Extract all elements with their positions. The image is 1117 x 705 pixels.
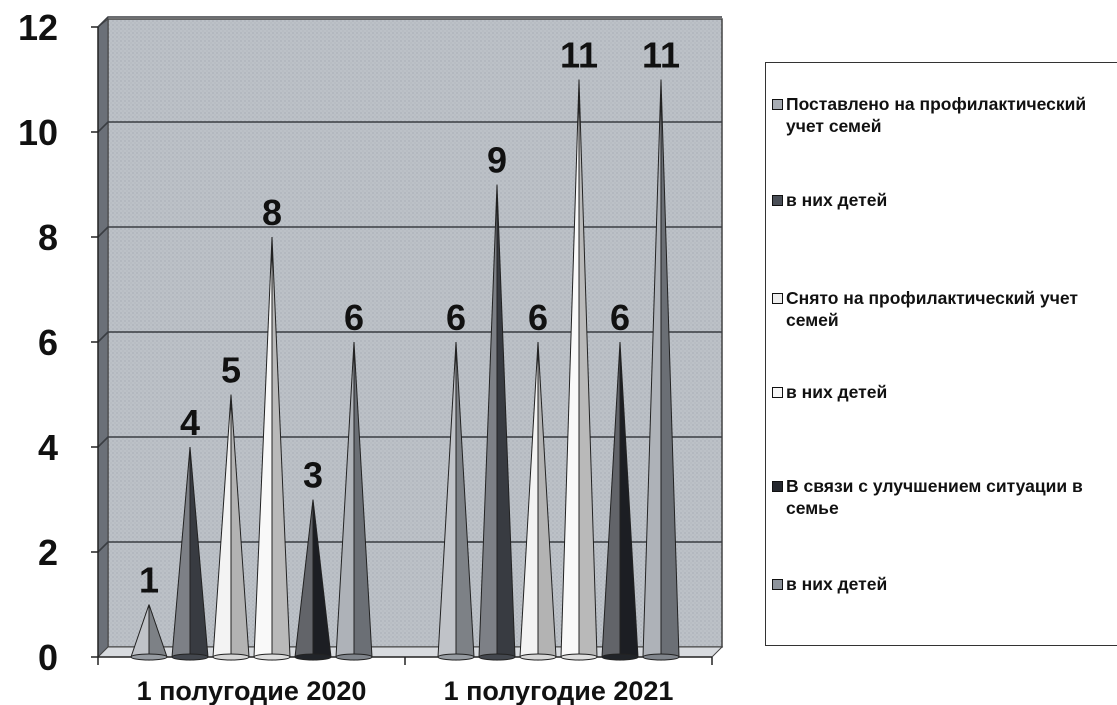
gridlines: [97, 16, 722, 553]
cone-base: [335, 653, 373, 661]
cone-series: [130, 79, 680, 661]
x-axis-labels: 1 полугодие 2020 1 полугодие 2021: [137, 676, 674, 705]
data-label: 1: [139, 560, 159, 601]
cone-bar: [519, 341, 557, 661]
legend-swatch: [772, 293, 783, 304]
y-tick-label: 10: [18, 112, 58, 153]
legend-swatch: [772, 579, 783, 590]
data-label: 11: [642, 35, 680, 76]
cone-bar: [294, 499, 332, 661]
data-label: 11: [560, 35, 598, 76]
cone-base: [212, 653, 250, 661]
gridline: [97, 436, 722, 448]
legend-label: Поставлено на профилактический учет семе…: [786, 94, 1087, 136]
cone-base: [560, 653, 598, 661]
y-axis-ticks: 0 2 4 6 8 10 12: [18, 7, 98, 678]
legend-item: Поставлено на профилактический учет семе…: [772, 93, 1117, 137]
gridline: [97, 16, 722, 28]
data-label: 6: [528, 297, 548, 338]
legend-label: Снято на профилактический учет семей: [786, 288, 1078, 330]
data-label: 6: [344, 297, 364, 338]
legend-item: В связи с улучшением ситуации в семье: [772, 475, 1117, 519]
cone-base: [642, 653, 680, 661]
cone-base: [601, 653, 639, 661]
data-label: 6: [610, 297, 630, 338]
y-tick-label: 4: [38, 427, 58, 468]
cone-bar: [478, 184, 516, 661]
gridline: [97, 121, 722, 133]
cone-base: [519, 653, 557, 661]
cone-base: [130, 653, 168, 661]
legend-swatch: [772, 195, 783, 206]
cone-base: [478, 653, 516, 661]
data-label: 8: [262, 192, 282, 233]
cone-bar: [335, 341, 373, 661]
gridline: [97, 226, 722, 238]
cone-bar: [212, 394, 250, 661]
legend-swatch: [772, 99, 783, 110]
legend-label: В связи с улучшением ситуации в семье: [786, 476, 1083, 518]
cone-bar: [171, 446, 209, 661]
data-labels: 1 45 8 3 6 6 9 6 11 6 11: [139, 35, 680, 601]
legend-item: в них детей: [772, 189, 1117, 211]
gridline: [97, 331, 722, 343]
cone-bar: [601, 341, 639, 661]
cone-base: [437, 653, 475, 661]
y-tick-label: 8: [38, 217, 58, 258]
y-tick-label: 12: [18, 7, 58, 48]
cone-bar: [253, 236, 291, 661]
legend-item: Снято на профилактический учет семей: [772, 287, 1117, 331]
legend-label: в них детей: [786, 190, 888, 210]
cone-bar: [560, 79, 598, 661]
data-label: 6: [446, 297, 466, 338]
cone-bar: [642, 79, 680, 661]
data-label: 4: [180, 402, 200, 443]
data-label: 3: [303, 455, 323, 496]
data-label: 9: [487, 140, 507, 181]
legend-swatch: [772, 481, 783, 492]
cone-base: [171, 653, 209, 661]
cone-bar: [130, 604, 168, 661]
legend-label: в них детей: [786, 574, 888, 594]
x-category-label: 1 полугодие 2021: [444, 676, 674, 705]
legend-item: в них детей: [772, 573, 1117, 595]
y-tick-label: 2: [38, 532, 58, 573]
legend-label: в них детей: [786, 382, 888, 402]
x-category-label: 1 полугодие 2020: [137, 676, 367, 705]
y-tick-label: 0: [38, 637, 58, 678]
y-tick-label: 6: [38, 322, 58, 363]
data-label: 5: [221, 350, 241, 391]
legend-item: в них детей: [772, 381, 1117, 403]
cone-base: [253, 653, 291, 661]
legend: Поставлено на профилактический учет семе…: [765, 62, 1117, 646]
cone-bar: [437, 341, 475, 661]
legend-swatch: [772, 387, 783, 398]
gridline: [97, 541, 722, 553]
cone-base: [294, 653, 332, 661]
